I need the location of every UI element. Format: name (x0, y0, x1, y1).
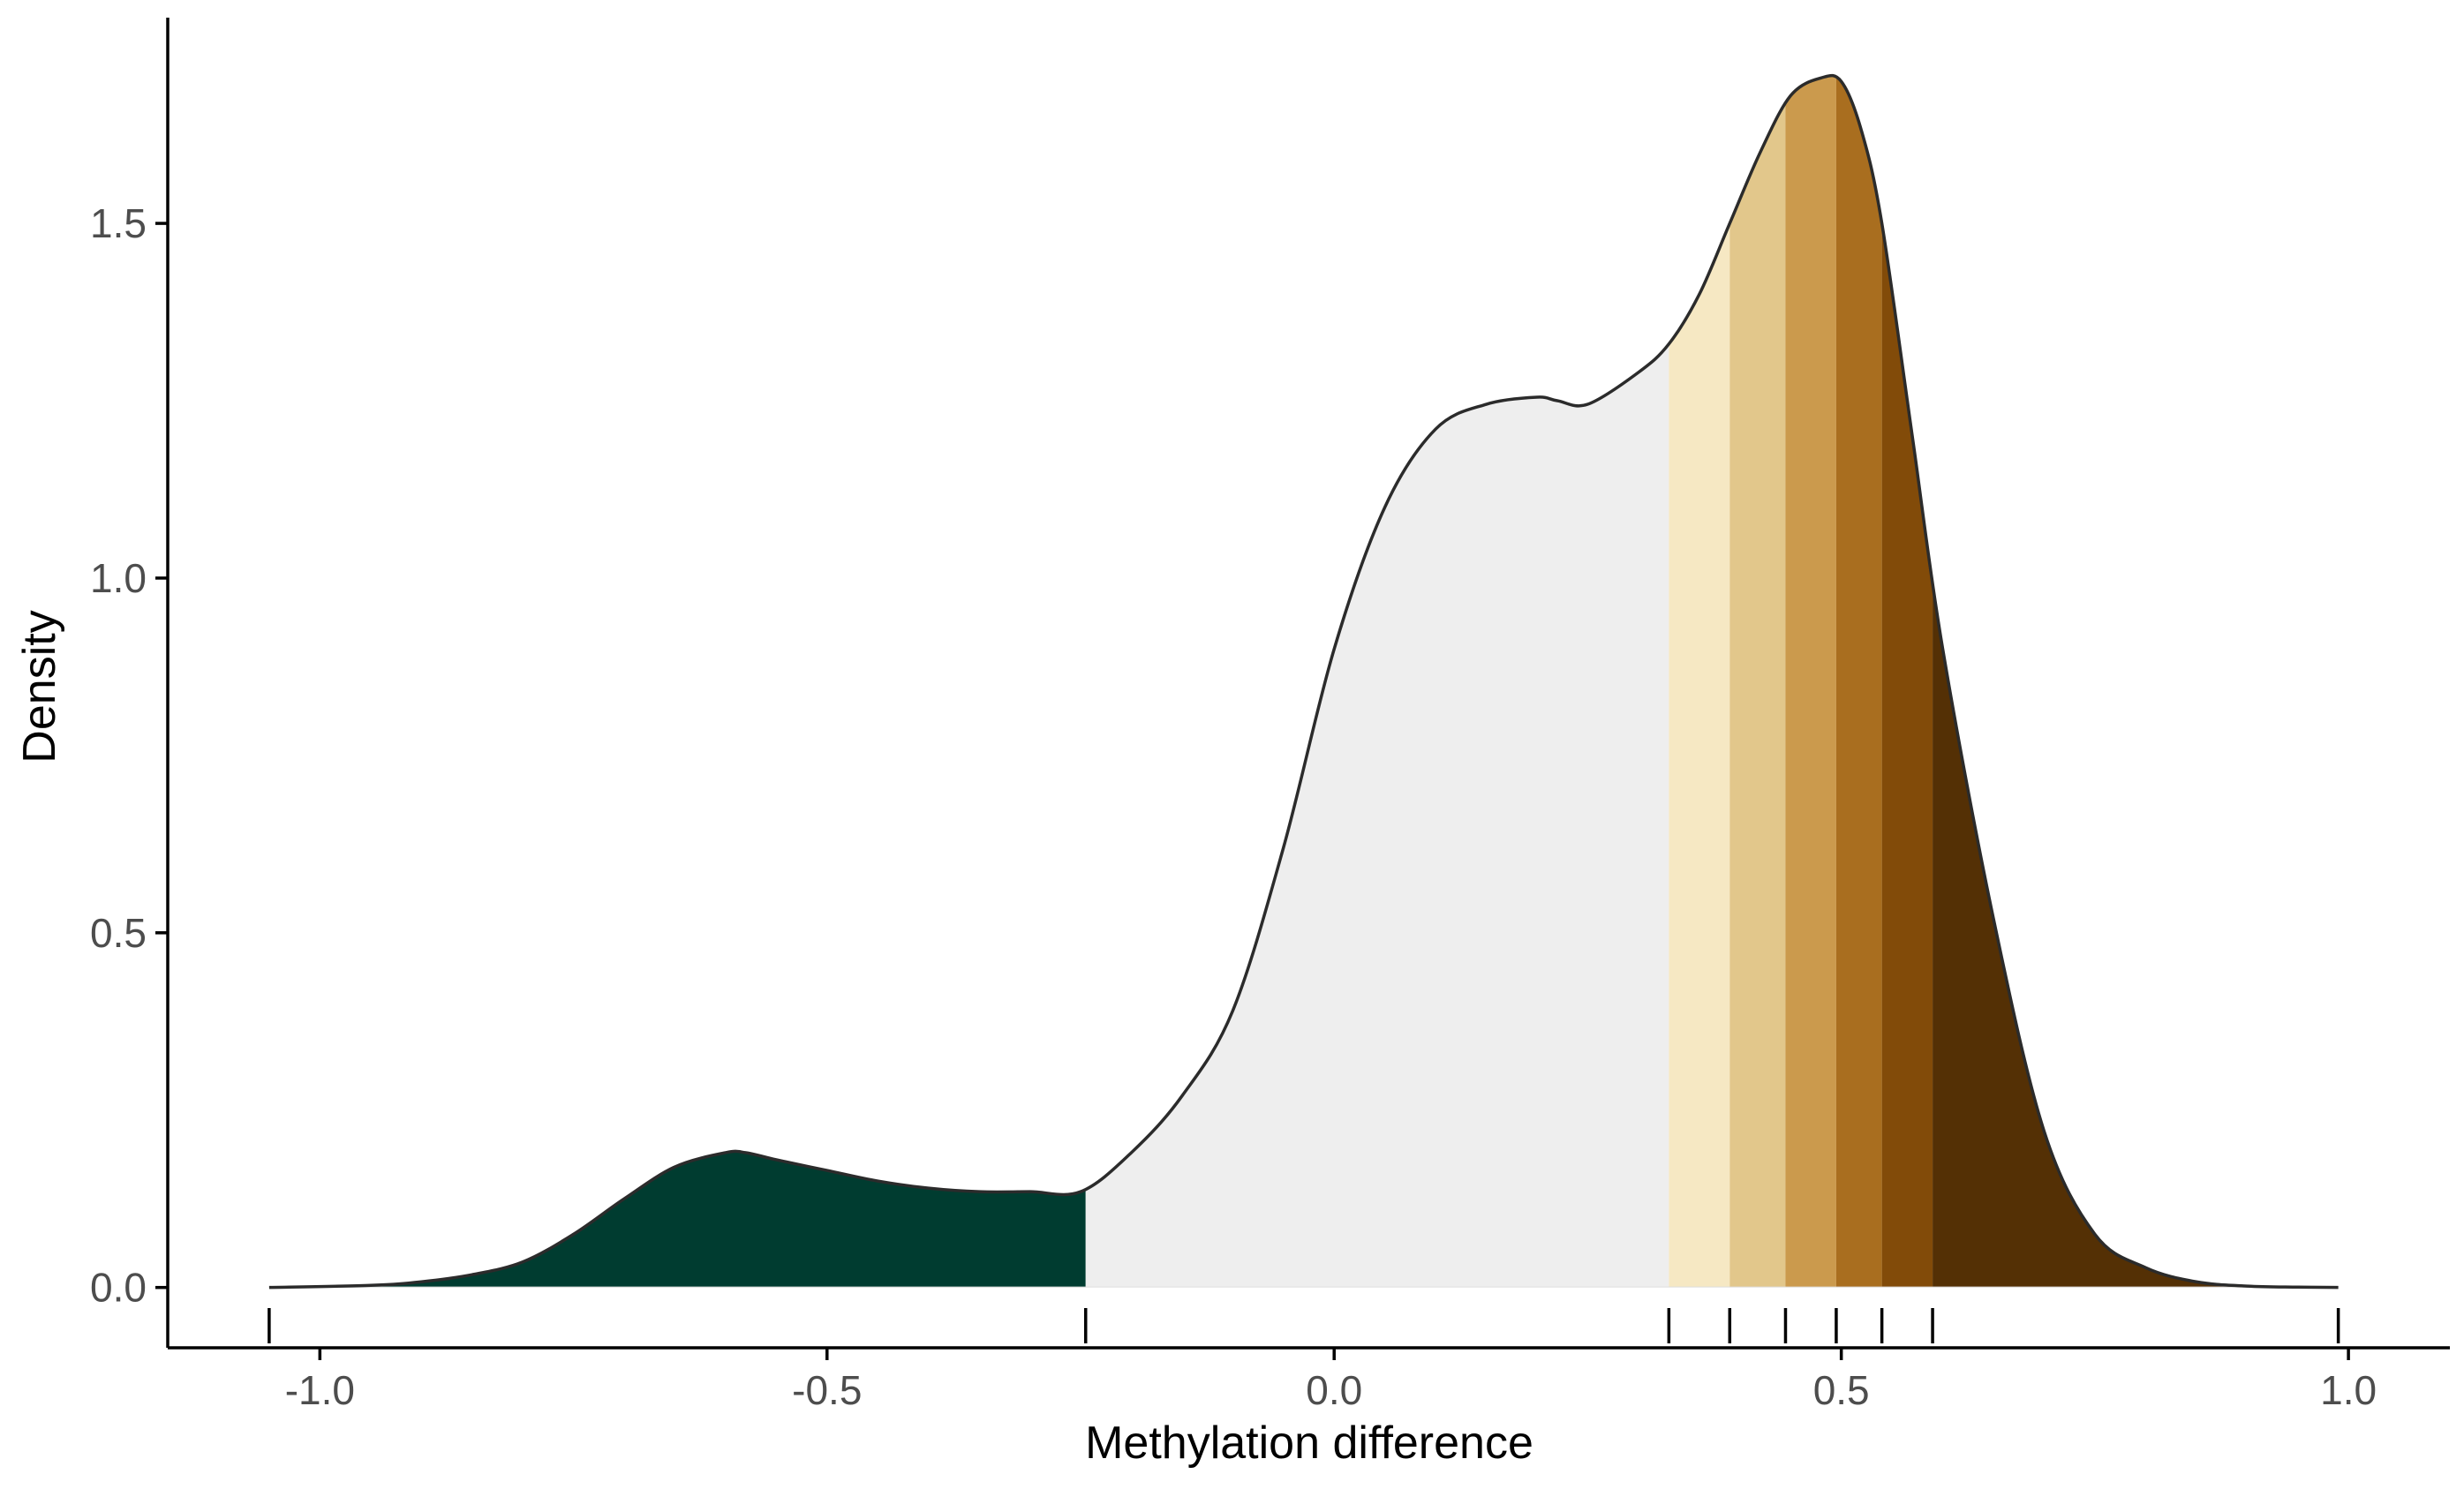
y-tick-label-2: 0.5 (90, 910, 147, 956)
x-axis-title: Methylation difference (1085, 1418, 1533, 1469)
x-tick-label-1: -1.0 (285, 1367, 355, 1413)
x-tick-label-3: 0.0 (1306, 1367, 1362, 1413)
x-tick-label-4: 0.5 (1813, 1367, 1870, 1413)
density-curve-outline (268, 73, 2339, 1290)
rug-marks (267, 1308, 2340, 1343)
y-tick-label-3: 1.0 (90, 555, 147, 601)
density-bands (268, 75, 2339, 1288)
y-tick-label-4: 1.5 (90, 200, 147, 246)
y-axis-ticks: 0.0 0.5 1.0 1.5 (90, 200, 168, 1311)
density-band-6 (1835, 75, 1882, 1288)
density-band-5 (1785, 75, 1836, 1288)
x-tick-label-2: -0.5 (792, 1367, 862, 1413)
y-axis-title: Density (14, 610, 65, 763)
density-band-4 (1729, 75, 1786, 1288)
x-tick-label-5: 1.0 (2320, 1367, 2377, 1413)
density-band-2 (1085, 75, 1669, 1288)
density-band-3 (1669, 75, 1730, 1288)
density-band-7 (1881, 75, 1933, 1288)
x-axis-ticks: -1.0 -0.5 0.0 0.5 1.0 (285, 1348, 2377, 1413)
density-band-8 (1933, 75, 2339, 1288)
density-band-1 (268, 75, 1086, 1288)
y-tick-label-1: 0.0 (90, 1265, 147, 1311)
